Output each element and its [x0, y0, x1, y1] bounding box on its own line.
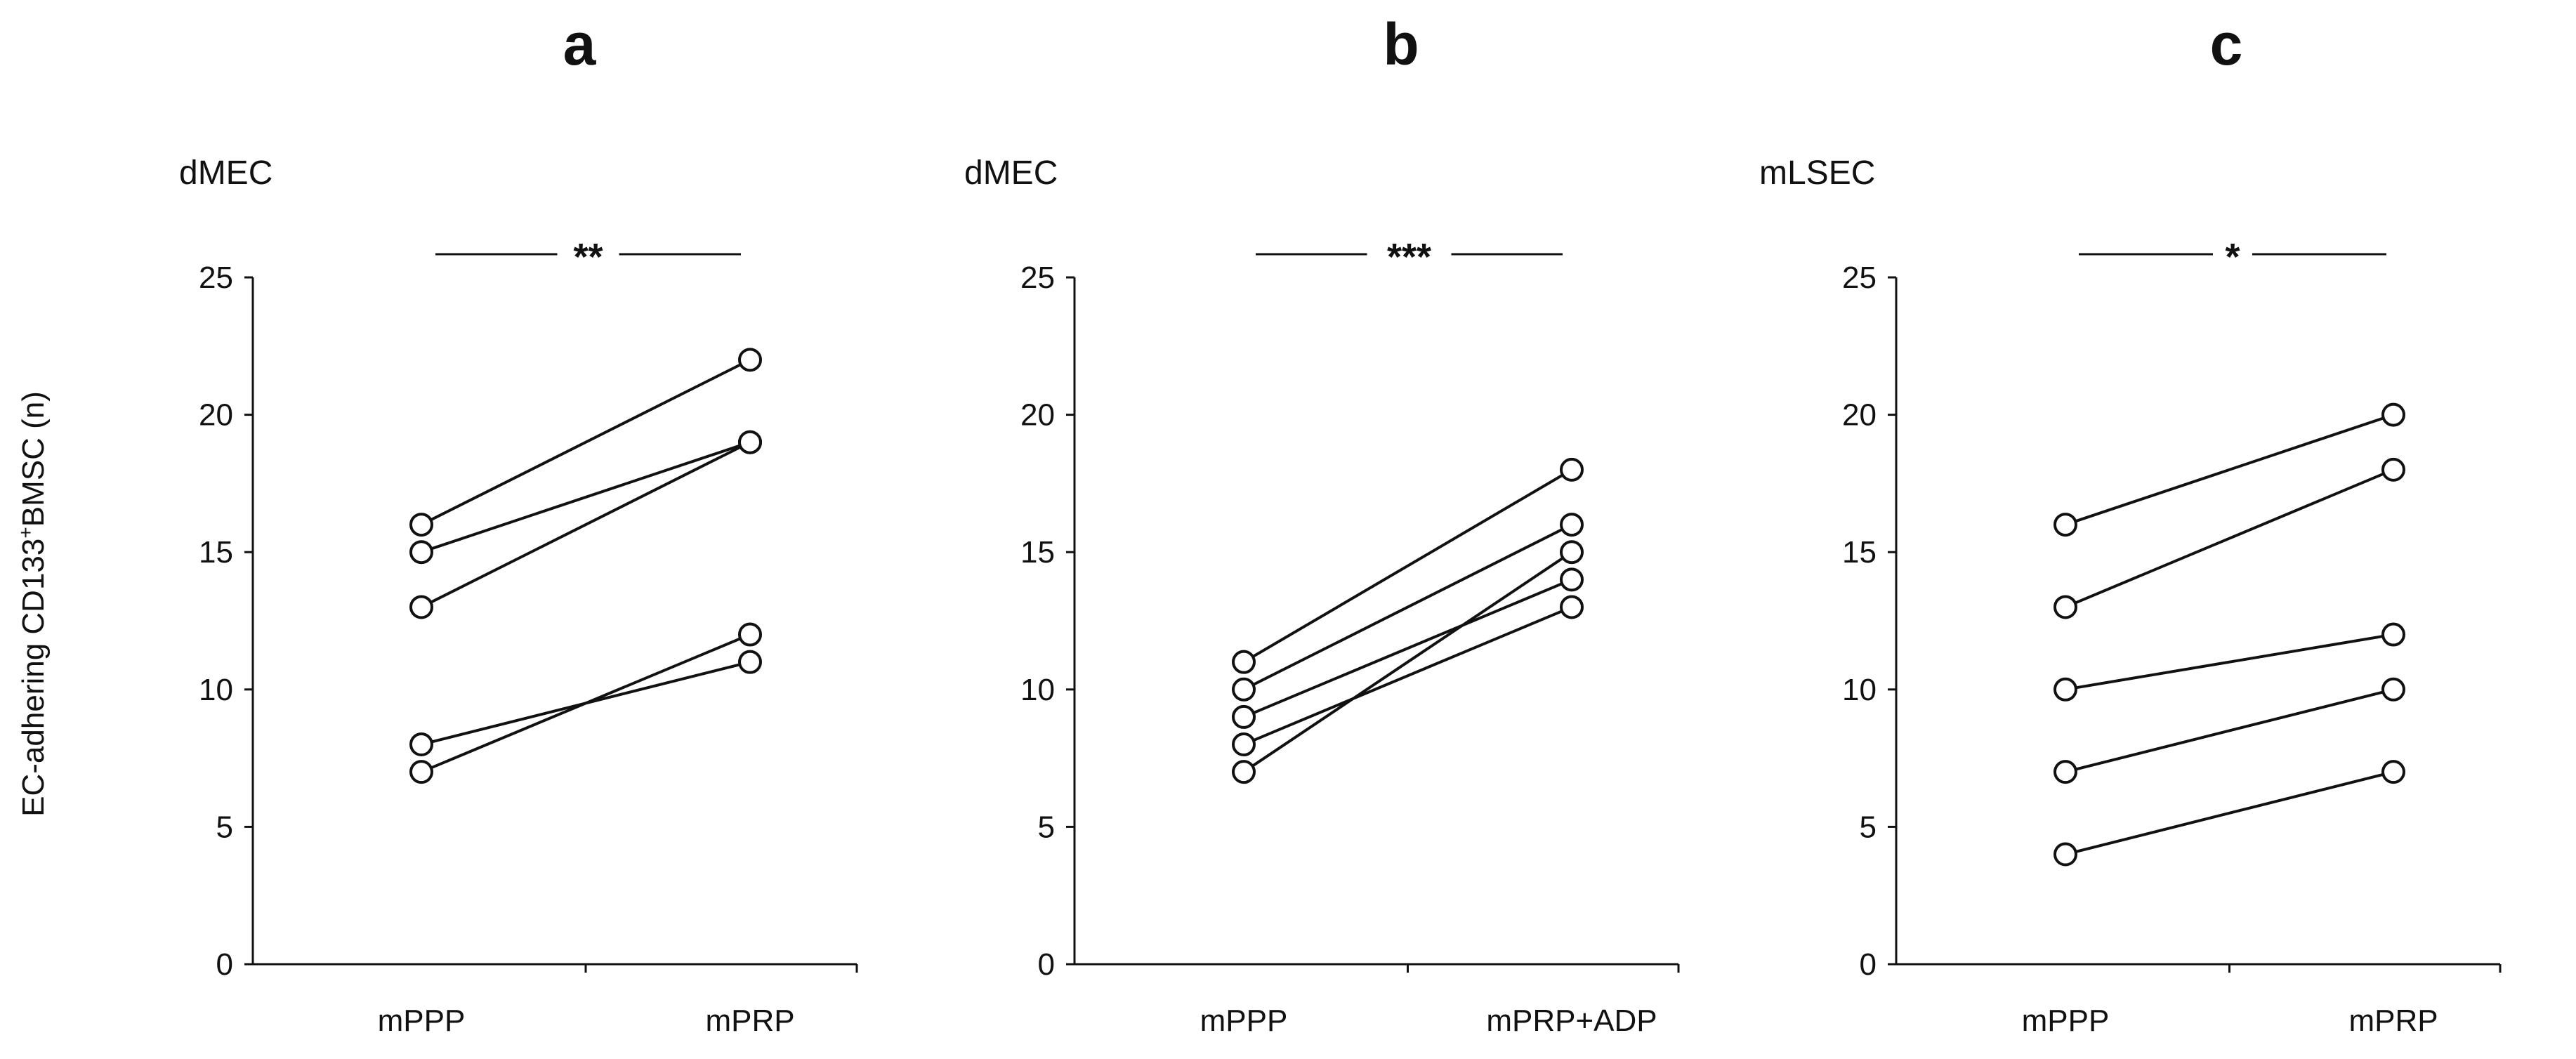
panel-label: b	[1383, 11, 1419, 77]
data-point-4-mPRP	[2381, 677, 2405, 702]
y-tick-label: 20	[1842, 398, 1877, 433]
y-tick-label: 20	[199, 398, 233, 433]
panel-subtitle: mLSEC	[1759, 154, 1875, 192]
data-point-4-mPPP	[409, 732, 433, 757]
y-tick-label: 15	[199, 535, 233, 570]
y-tick-label: 5	[216, 810, 233, 844]
data-point-5-mPRP	[2381, 760, 2405, 784]
series-line-1	[2065, 413, 2394, 526]
series-line-4	[1243, 605, 1572, 746]
x-tick-label: mPRP	[2348, 1004, 2438, 1038]
data-point-5-mPRP	[738, 622, 762, 647]
y-tick-label: 15	[1842, 535, 1877, 570]
data-point-1-mPRP	[738, 348, 762, 372]
panel-label: c	[2210, 11, 2243, 77]
data-point-4-mPRP+ADP	[1560, 595, 1584, 619]
data-point-2-mPPP	[409, 540, 433, 565]
series-line-3	[1243, 578, 1572, 718]
x-tick-label: mPPP	[2022, 1004, 2110, 1038]
y-tick-label: 0	[1038, 947, 1055, 982]
x-tick-label: mPRP	[705, 1004, 794, 1038]
y-tick-label: 0	[216, 947, 233, 982]
chart-panels: a dMEC ** 0 5 10 15 20 25 mPPP mPRP b dMEC *** 0 5 10 15 2…	[179, 11, 2502, 1038]
series-line-5	[421, 633, 751, 774]
y-tick-label: 0	[1860, 947, 1877, 982]
data-point-5-mPPP	[2053, 842, 2077, 867]
y-tick-label: 5	[1038, 810, 1055, 844]
data-point-2-mPRP	[2381, 457, 2405, 482]
y-tick-label: 10	[1842, 673, 1877, 707]
data-point-5-mPPP	[1232, 760, 1256, 784]
significance-stars: *	[2225, 236, 2240, 278]
data-point-1-mPRP	[2381, 402, 2405, 427]
series-line-5	[1242, 551, 1573, 773]
data-point-4-mPPP	[2053, 760, 2077, 784]
data-point-2-mPRP+ADP	[1560, 513, 1584, 537]
panel-c: c mLSEC * 0 5 10 15 20 25 mPPP mPRP	[1759, 11, 2502, 1038]
series-line-3	[421, 440, 751, 609]
panel-subtitle: dMEC	[964, 154, 1058, 192]
series-line-2	[2065, 468, 2394, 609]
panel-label: a	[563, 11, 597, 77]
y-tick-label: 5	[1860, 810, 1877, 844]
significance-stars: ***	[1387, 236, 1431, 278]
data-point-1-mPPP	[1232, 650, 1256, 674]
data-point-1-mPPP	[409, 513, 433, 537]
data-point-3-mPPP	[2053, 677, 2077, 702]
data-point-5-mPPP	[409, 760, 433, 784]
data-point-3-mPRP	[738, 430, 762, 454]
data-point-3-mPRP+ADP	[1560, 567, 1584, 592]
series-line-1	[1242, 468, 1573, 664]
data-point-5-mPRP+ADP	[1560, 540, 1584, 565]
y-tick-label: 25	[199, 261, 233, 295]
data-point-3-mPRP	[2381, 622, 2405, 647]
series-line-2	[421, 440, 751, 554]
significance-stars: **	[573, 236, 603, 278]
data-point-4-mPRP	[738, 650, 762, 674]
x-tick-label: mPPP	[1200, 1004, 1288, 1038]
y-tick-label: 25	[1842, 261, 1877, 295]
x-tick-label: mPPP	[378, 1004, 466, 1038]
x-tick-label: mPRP+ADP	[1486, 1004, 1657, 1038]
data-point-1-mPPP	[2053, 513, 2077, 537]
series-line-1	[421, 358, 751, 526]
data-point-3-mPPP	[409, 595, 433, 619]
series-line-4	[2065, 688, 2394, 774]
panel-b: b dMEC *** 0 5 10 15 20 25 mPPP mPRP+ADP	[964, 11, 1680, 1038]
series-line-2	[1243, 523, 1572, 691]
y-tick-label: 10	[199, 673, 233, 707]
series-line-3	[2065, 633, 2394, 691]
data-point-3-mPPP	[1232, 704, 1256, 729]
y-tick-label: 10	[1020, 673, 1055, 707]
data-point-2-mPPP	[2053, 595, 2077, 619]
data-point-2-mPPP	[1232, 677, 1256, 702]
y-tick-label: 25	[1020, 261, 1055, 295]
panel-subtitle: dMEC	[179, 154, 272, 192]
panel-a: a dMEC ** 0 5 10 15 20 25 mPPP mPRP	[179, 11, 858, 1038]
y-tick-label: 15	[1020, 535, 1055, 570]
series-line-5	[2065, 770, 2394, 856]
data-point-1-mPRP+ADP	[1560, 457, 1584, 482]
y-tick-label: 20	[1020, 398, 1055, 433]
data-point-4-mPPP	[1232, 732, 1256, 757]
y-axis-label: EC-adhering CD133+BMSC (n)	[15, 391, 51, 817]
